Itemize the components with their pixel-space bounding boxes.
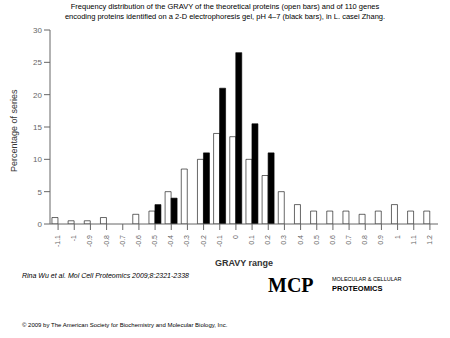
svg-text:20: 20 (33, 91, 42, 100)
svg-text:-0.6: -0.6 (135, 235, 142, 247)
svg-text:25: 25 (33, 58, 42, 67)
html-text:encoding proteins identified o: encoding proteins identified on a 2-D el… (64, 12, 386, 21)
svg-text:0.9: 0.9 (377, 235, 384, 245)
html-text:Frequency distribution of the: Frequency distribution of the GRAVY of t… (70, 2, 380, 11)
svg-text:Percentage of series: Percentage of series (9, 89, 19, 172)
svg-text:1: 1 (394, 235, 401, 239)
svg-text:10: 10 (33, 155, 42, 164)
svg-text:-1: -1 (70, 235, 77, 241)
html-text:Rina Wu et al. Mol Cell Proteo: Rina Wu et al. Mol Cell Proteomics 2009;… (22, 272, 189, 279)
svg-text:0.6: 0.6 (329, 235, 336, 245)
svg-text:5: 5 (38, 188, 43, 197)
svg-text:-0.5: -0.5 (151, 235, 158, 247)
svg-text:30: 30 (33, 26, 42, 35)
svg-text:0.5: 0.5 (313, 235, 320, 245)
svg-text:-0.3: -0.3 (183, 235, 190, 247)
svg-text:1.2: 1.2 (426, 235, 433, 245)
svg-text:-0.8: -0.8 (103, 235, 110, 247)
svg-text:0: 0 (38, 220, 43, 229)
svg-text:0.7: 0.7 (345, 235, 352, 245)
svg-text:-0.9: -0.9 (86, 235, 93, 247)
html-text:© 2009 by The American Society: © 2009 by The American Society for Bioch… (22, 322, 228, 328)
svg-text:-0.2: -0.2 (200, 235, 207, 247)
svg-text:-0.7: -0.7 (119, 235, 126, 247)
svg-text:-0.4: -0.4 (167, 235, 174, 247)
svg-text:GRAVY range: GRAVY range (215, 258, 273, 268)
svg-text:0.1: 0.1 (248, 235, 255, 245)
svg-text:15: 15 (33, 123, 42, 132)
svg-text:0.2: 0.2 (264, 235, 271, 245)
svg-text:-0.1: -0.1 (216, 235, 223, 247)
html-text:MOLECULAR & CELLULAR: MOLECULAR & CELLULAR (332, 276, 402, 282)
html-text:MCP: MCP (268, 274, 314, 296)
svg-text:0.3: 0.3 (280, 235, 287, 245)
svg-text:0: 0 (232, 235, 239, 239)
svg-text:1.1: 1.1 (410, 235, 417, 245)
svg-text:0.4: 0.4 (297, 235, 304, 245)
html-text:PROTEOMICS: PROTEOMICS (332, 284, 383, 293)
svg-text:0.8: 0.8 (361, 235, 368, 245)
svg-text:-1.1: -1.1 (54, 235, 61, 247)
